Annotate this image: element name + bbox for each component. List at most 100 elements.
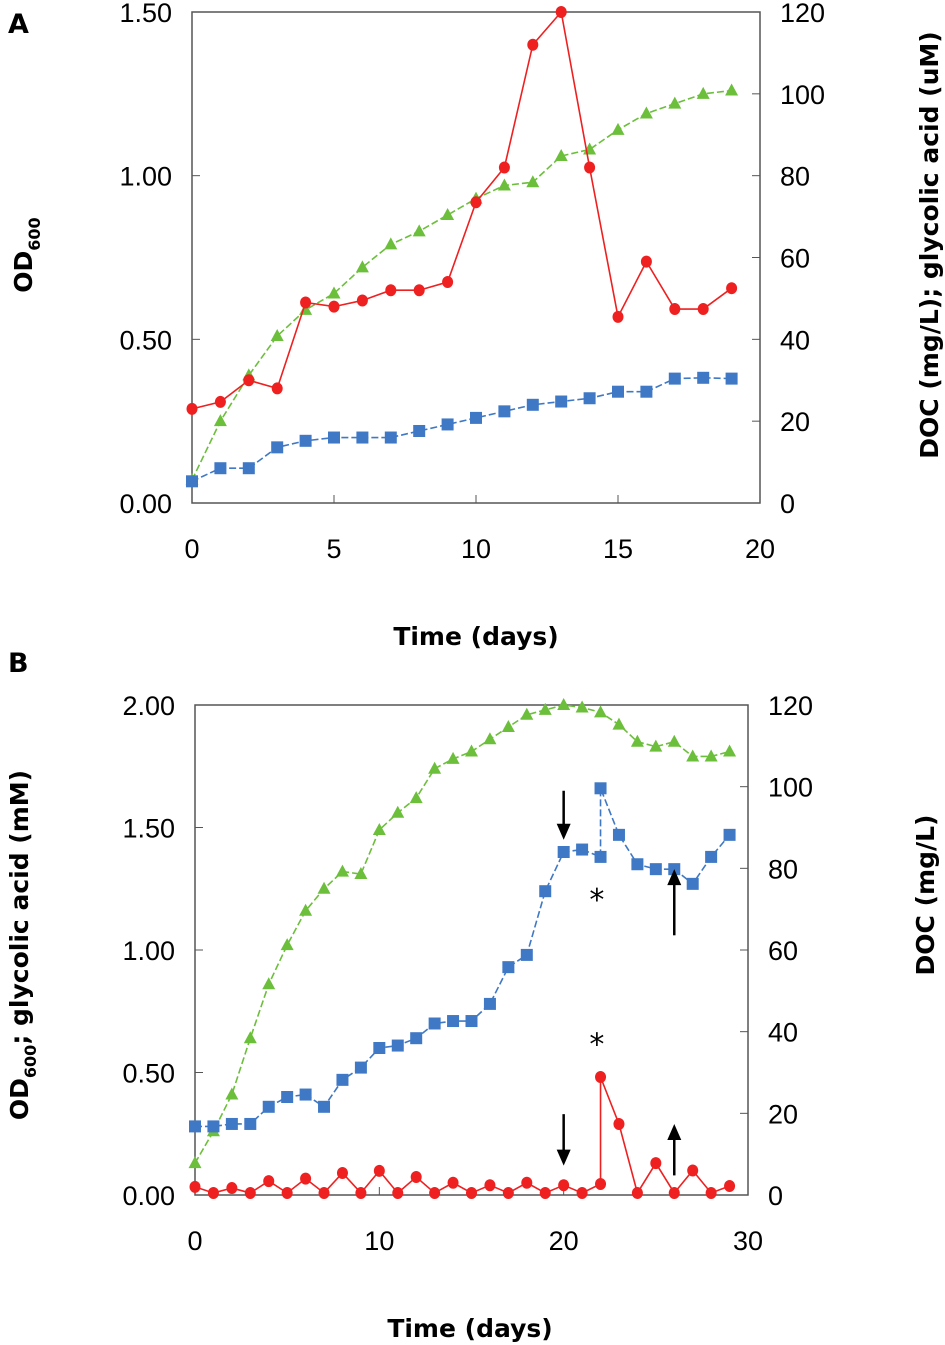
- data-point-triangle: [575, 700, 589, 713]
- data-point-triangle: [372, 822, 386, 835]
- data-point-square: [299, 434, 312, 447]
- x-tick-label: 15: [603, 534, 633, 564]
- data-point-circle: [669, 303, 681, 316]
- data-point-circle: [576, 1186, 588, 1199]
- data-point-circle: [271, 382, 283, 395]
- data-point-triangle: [270, 329, 284, 342]
- data-point-circle: [429, 1186, 441, 1199]
- series-line-triangle: [194, 704, 730, 1164]
- data-point-square: [576, 843, 589, 856]
- y-right-tick-label: 100: [768, 773, 813, 803]
- data-point-circle: [697, 303, 709, 316]
- data-point-square: [225, 1117, 238, 1130]
- data-point-square: [244, 1117, 257, 1130]
- y-left-tick-label: 1.50: [119, 0, 172, 28]
- data-point-circle: [705, 1186, 717, 1199]
- panel-label-a: A: [8, 9, 29, 40]
- data-point-triangle: [630, 734, 644, 747]
- y-right-tick-label: 80: [768, 854, 798, 884]
- data-point-triangle: [723, 744, 737, 757]
- data-point-circle: [470, 196, 482, 209]
- y-axis-right-label-a: DOC (mg/L); glycolic acid (uM): [915, 31, 944, 458]
- data-point-circle: [521, 1176, 533, 1189]
- x-tick-label: 20: [745, 534, 775, 564]
- data-point-square: [520, 948, 533, 961]
- data-point-triangle: [213, 414, 227, 427]
- x-tick-label: 0: [187, 1226, 202, 1256]
- y-left-label-main-b: OD: [5, 1078, 34, 1120]
- y-left-tick-label: 1.50: [122, 814, 175, 844]
- y-axis-left-label-b: OD600; glycolic acid (mM): [5, 770, 40, 1120]
- y-left-tick-label: 0.00: [119, 489, 172, 519]
- data-point-square: [725, 372, 738, 385]
- data-point-triangle: [225, 1087, 239, 1100]
- data-point-circle: [281, 1186, 293, 1199]
- data-point-square: [299, 1088, 312, 1101]
- y-left-tick-label: 2.00: [122, 691, 175, 721]
- data-point-circle: [668, 1186, 680, 1199]
- data-point-square: [391, 1039, 404, 1052]
- data-point-square: [428, 1017, 441, 1030]
- data-point-circle: [442, 276, 454, 289]
- data-point-square: [502, 961, 515, 974]
- data-point-triangle: [299, 903, 313, 916]
- y-right-tick-label: 0: [768, 1181, 783, 1211]
- data-point-circle: [447, 1176, 459, 1189]
- asterisk-annotation: *: [589, 883, 604, 918]
- y-left-tick-label: 0.50: [119, 325, 172, 355]
- data-point-triangle: [355, 260, 369, 273]
- data-point-square: [640, 385, 653, 398]
- data-point-square: [470, 411, 482, 424]
- data-point-circle: [612, 310, 624, 323]
- data-point-triangle: [520, 707, 534, 720]
- data-point-circle: [207, 1186, 219, 1199]
- data-point-triangle: [704, 749, 718, 762]
- data-point-circle: [613, 1117, 625, 1130]
- y-axis-left-label-a: OD600: [9, 217, 44, 292]
- data-point-circle: [687, 1164, 699, 1177]
- data-point-triangle: [412, 224, 426, 237]
- data-point-triangle: [317, 881, 331, 894]
- data-point-circle: [410, 1171, 422, 1184]
- data-point-square: [356, 431, 369, 444]
- plot-frame: [191, 11, 761, 504]
- series-line-square: [195, 788, 731, 1128]
- data-point-square: [686, 877, 699, 890]
- x-tick-label: 20: [549, 1226, 579, 1256]
- data-point-circle: [263, 1175, 275, 1188]
- series-line-circle: [191, 10, 733, 410]
- x-tick-label: 5: [326, 534, 341, 564]
- data-point-square: [336, 1073, 349, 1086]
- data-point-circle: [558, 1179, 570, 1192]
- data-point-square: [583, 392, 596, 405]
- data-point-triangle: [497, 178, 511, 191]
- data-point-triangle: [446, 751, 460, 764]
- arrow-down-head: [556, 1149, 571, 1166]
- x-axis-label-a: Time (days): [393, 622, 558, 651]
- data-point-square: [354, 1061, 367, 1074]
- data-point-triangle: [639, 106, 653, 119]
- data-point-triangle: [526, 175, 540, 188]
- data-point-circle: [244, 1186, 256, 1199]
- data-point-square: [594, 782, 607, 795]
- x-tick-label: 30: [733, 1226, 763, 1256]
- y-right-tick-label: 100: [780, 80, 825, 110]
- plot-b: 0 10 20 30 0.00 0.50 1.00 1.50 2.00 0 20 40 60 80 100 1…: [122, 691, 813, 1256]
- y-right-tick-label: 20: [780, 407, 810, 437]
- data-point-triangle: [483, 732, 497, 745]
- data-point-triangle: [725, 83, 739, 96]
- data-point-circle: [595, 1070, 607, 1083]
- data-point-circle: [724, 1180, 736, 1193]
- data-point-circle: [373, 1164, 385, 1177]
- data-point-square: [668, 372, 681, 385]
- data-point-triangle: [557, 698, 571, 710]
- data-point-square: [465, 1015, 478, 1028]
- data-point-circle: [502, 1186, 514, 1199]
- data-point-square: [594, 850, 607, 863]
- data-point-square: [373, 1042, 386, 1054]
- data-point-square: [328, 431, 340, 444]
- data-point-triangle: [354, 867, 368, 880]
- data-point-triangle: [280, 938, 294, 951]
- data-point-circle: [318, 1186, 330, 1199]
- data-point-square: [498, 405, 511, 418]
